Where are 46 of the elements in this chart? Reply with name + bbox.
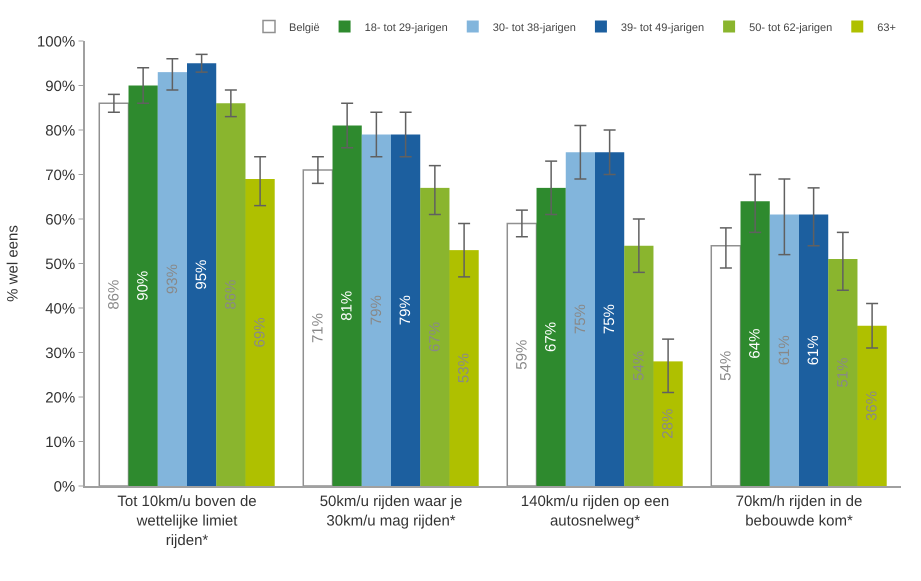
data-label: 90% — [134, 270, 152, 301]
data-label: 75% — [572, 304, 589, 334]
data-label: 53% — [456, 353, 473, 384]
legend-label: 63+ — [877, 22, 896, 34]
y-tick-label: 60% — [45, 211, 76, 228]
x-tick-label: 140km/u rijden op een autosnelweg* — [520, 492, 670, 530]
data-label: 95% — [193, 260, 210, 290]
data-label: 71% — [309, 313, 326, 344]
y-tick-label: 0% — [54, 478, 76, 496]
legend-label: 30- tot 38-jarigen — [492, 22, 576, 34]
y-tick-label: 50% — [45, 256, 76, 273]
legend-label: België — [289, 22, 320, 34]
data-label: 67% — [542, 322, 560, 352]
y-tick-label: 70% — [45, 166, 76, 184]
data-label: 28% — [660, 408, 677, 439]
legend-label: 39- tot 49-jarigen — [620, 22, 704, 34]
data-label: 79% — [368, 295, 385, 326]
y-tick-label: 10% — [45, 434, 76, 451]
data-label: 51% — [834, 358, 852, 388]
data-label: 75% — [601, 304, 618, 334]
legend-label: 18- tot 29-jarigen — [364, 22, 448, 34]
data-label: 36% — [864, 390, 881, 421]
data-label: 93% — [164, 264, 181, 294]
data-label: 54% — [630, 350, 648, 381]
data-label: 81% — [338, 290, 356, 321]
data-label: 64% — [746, 328, 764, 359]
y-tick-label: 40% — [45, 300, 76, 318]
data-label: 67% — [426, 322, 444, 352]
data-label: 54% — [717, 350, 734, 381]
y-tick-label: 100% — [36, 33, 76, 50]
y-tick-label: 20% — [45, 389, 76, 406]
y-axis-title: % wel eens — [4, 225, 22, 302]
data-label: 69% — [252, 317, 269, 348]
legend-label: 50- tot 62-jarigen — [749, 22, 832, 34]
data-label: 86% — [222, 280, 240, 310]
x-tick-label: Tot 10km/u boven de wettelijke limiet rijden* — [117, 492, 257, 549]
data-label: 59% — [513, 340, 530, 370]
y-tick-label: 90% — [45, 78, 76, 95]
x-tick-label: 70km/h rijden in de bebouwde kom* — [736, 492, 862, 530]
data-label: 61% — [776, 335, 793, 366]
y-tick-label: 80% — [45, 122, 76, 140]
x-tick-label: 50km/u rijden waar je 30km/u mag rijden* — [320, 492, 462, 530]
y-tick-label: 30% — [45, 344, 76, 362]
data-label: 61% — [805, 335, 822, 366]
data-label: 86% — [105, 280, 122, 310]
data-label: 79% — [397, 295, 414, 326]
